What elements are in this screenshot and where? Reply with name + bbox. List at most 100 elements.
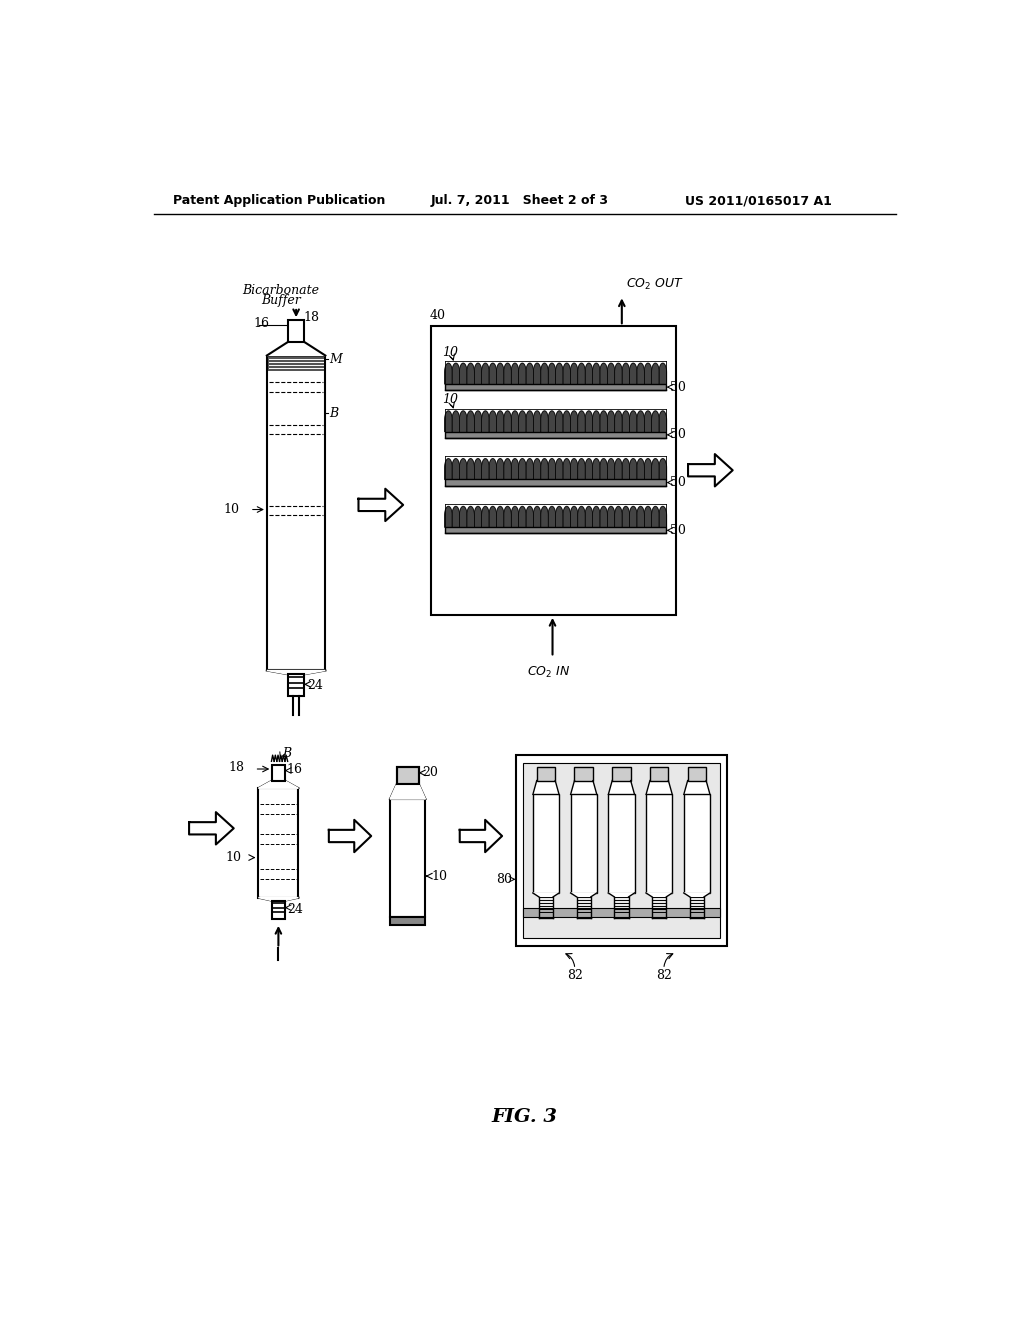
Polygon shape	[541, 459, 548, 479]
Polygon shape	[630, 411, 637, 432]
Polygon shape	[460, 459, 467, 479]
Polygon shape	[444, 459, 453, 479]
Polygon shape	[563, 411, 570, 432]
Polygon shape	[474, 459, 481, 479]
Polygon shape	[541, 363, 548, 384]
Polygon shape	[534, 363, 541, 384]
Polygon shape	[607, 411, 614, 432]
Bar	[444, 527, 667, 533]
Text: 20: 20	[422, 767, 438, 779]
Bar	[646, 795, 672, 892]
Polygon shape	[684, 892, 710, 896]
Polygon shape	[600, 507, 607, 527]
Polygon shape	[504, 507, 511, 527]
Polygon shape	[258, 898, 298, 900]
Polygon shape	[644, 507, 651, 527]
Bar	[268, 358, 324, 371]
Polygon shape	[578, 363, 585, 384]
Polygon shape	[593, 363, 600, 384]
Bar	[523, 908, 720, 917]
Text: 50: 50	[670, 477, 685, 490]
Polygon shape	[646, 780, 672, 795]
Text: Patent Application Publication: Patent Application Publication	[173, 194, 385, 207]
Text: 16: 16	[287, 763, 303, 776]
Text: 16: 16	[254, 317, 269, 330]
Polygon shape	[453, 411, 460, 432]
Bar	[397, 767, 419, 784]
Bar	[688, 767, 707, 780]
Polygon shape	[570, 363, 578, 384]
Bar	[684, 795, 710, 892]
Polygon shape	[585, 459, 593, 479]
Text: 24: 24	[307, 680, 324, 693]
Text: 50: 50	[670, 524, 685, 537]
Bar	[397, 767, 419, 784]
Polygon shape	[526, 363, 534, 384]
Polygon shape	[688, 454, 733, 487]
Polygon shape	[511, 411, 518, 432]
Bar	[289, 675, 304, 696]
Polygon shape	[534, 411, 541, 432]
Bar	[612, 767, 631, 780]
Polygon shape	[267, 342, 326, 355]
Polygon shape	[570, 411, 578, 432]
Polygon shape	[481, 363, 489, 384]
Polygon shape	[570, 459, 578, 479]
Polygon shape	[614, 363, 623, 384]
Polygon shape	[532, 780, 559, 795]
Polygon shape	[504, 411, 511, 432]
Polygon shape	[684, 780, 710, 795]
Text: 10: 10	[224, 503, 240, 516]
Polygon shape	[453, 459, 460, 479]
Bar	[444, 479, 667, 486]
Polygon shape	[578, 411, 585, 432]
Text: 24: 24	[288, 903, 303, 916]
Text: 18: 18	[228, 760, 245, 774]
Polygon shape	[563, 363, 570, 384]
Polygon shape	[267, 671, 326, 675]
Polygon shape	[623, 507, 630, 527]
Polygon shape	[570, 507, 578, 527]
Polygon shape	[548, 507, 556, 527]
Polygon shape	[189, 812, 233, 845]
Polygon shape	[556, 363, 563, 384]
Polygon shape	[600, 411, 607, 432]
Polygon shape	[607, 507, 614, 527]
Polygon shape	[497, 507, 504, 527]
Polygon shape	[467, 363, 474, 384]
Polygon shape	[630, 507, 637, 527]
Polygon shape	[607, 363, 614, 384]
Polygon shape	[659, 411, 667, 432]
Polygon shape	[623, 363, 630, 384]
Polygon shape	[474, 507, 481, 527]
Polygon shape	[578, 507, 585, 527]
Polygon shape	[541, 507, 548, 527]
Polygon shape	[593, 507, 600, 527]
Polygon shape	[481, 411, 489, 432]
Polygon shape	[511, 459, 518, 479]
Text: Buffer: Buffer	[261, 294, 301, 308]
Polygon shape	[563, 507, 570, 527]
Text: 50: 50	[670, 380, 685, 393]
Polygon shape	[585, 507, 593, 527]
Polygon shape	[659, 459, 667, 479]
Polygon shape	[563, 459, 570, 479]
Polygon shape	[556, 411, 563, 432]
Polygon shape	[608, 892, 635, 896]
Text: $\mathit{CO_2}$ $\mathit{OUT}$: $\mathit{CO_2}$ $\mathit{OUT}$	[627, 276, 684, 292]
Polygon shape	[390, 784, 425, 799]
Polygon shape	[460, 363, 467, 384]
Polygon shape	[644, 363, 651, 384]
Polygon shape	[511, 363, 518, 384]
Polygon shape	[474, 411, 481, 432]
Text: 10: 10	[432, 870, 447, 883]
Polygon shape	[511, 507, 518, 527]
Polygon shape	[659, 363, 667, 384]
Polygon shape	[358, 488, 403, 521]
Polygon shape	[630, 363, 637, 384]
Bar	[574, 767, 593, 780]
Polygon shape	[651, 459, 659, 479]
Polygon shape	[497, 411, 504, 432]
Polygon shape	[607, 459, 614, 479]
Polygon shape	[644, 459, 651, 479]
